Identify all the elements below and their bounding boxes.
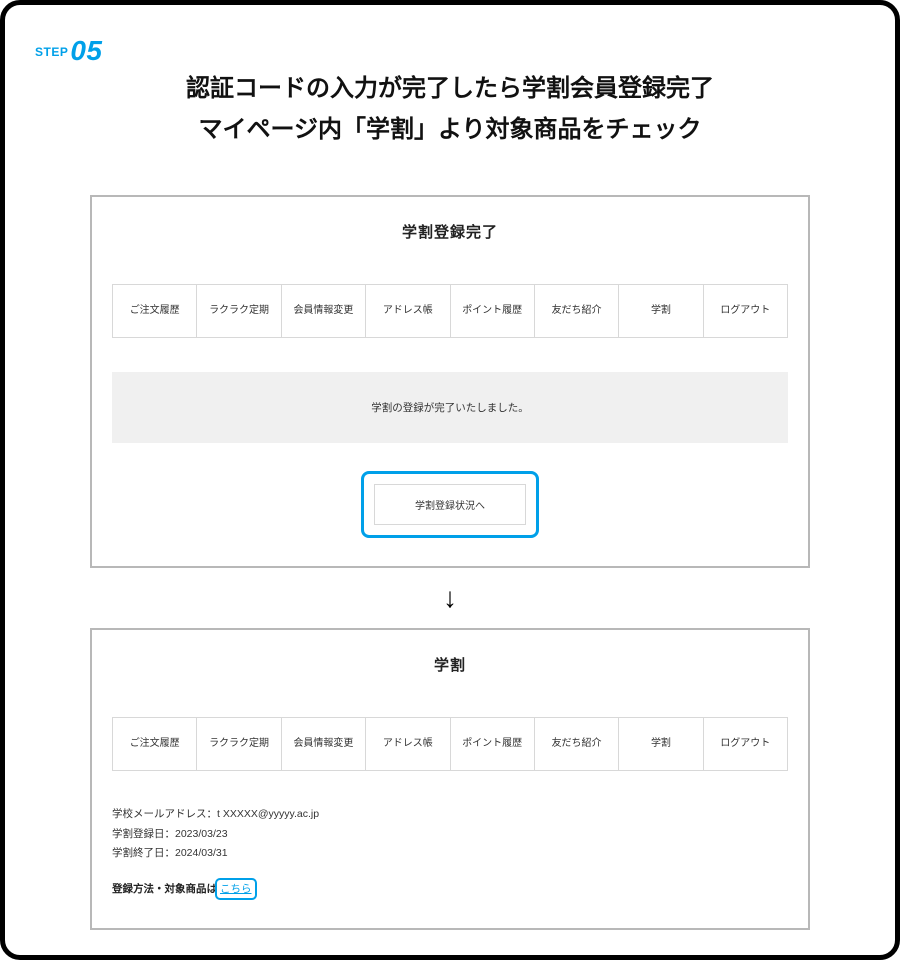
panel1-title: 学割登録完了 bbox=[112, 221, 788, 242]
tab-order-history[interactable]: ご注文履歴 bbox=[113, 718, 197, 770]
tab-referral[interactable]: 友だち紹介 bbox=[535, 718, 619, 770]
panel2-title: 学割 bbox=[112, 654, 788, 675]
tab-address-book[interactable]: アドレス帳 bbox=[366, 285, 450, 337]
kochira-link[interactable]: こちら bbox=[220, 883, 252, 895]
mypage-tabbar-1: ご注文履歴 ラクラク定期 会員情報変更 アドレス帳 ポイント履歴 友だち紹介 学… bbox=[112, 284, 788, 338]
step-card: STEP05 認証コードの入力が完了したら学割会員登録完了 マイページ内「学割」… bbox=[0, 0, 900, 960]
tab-student-discount[interactable]: 学割 bbox=[619, 718, 703, 770]
discount-details: 学校メールアドレス：t XXXXX@yyyyy.ac.jp 学割登録日：2023… bbox=[112, 805, 788, 865]
panel-student-discount: 学割 ご注文履歴 ラクラク定期 会員情報変更 アドレス帳 ポイント履歴 友だち紹… bbox=[90, 628, 810, 931]
tab-referral[interactable]: 友だち紹介 bbox=[535, 285, 619, 337]
tab-logout[interactable]: ログアウト bbox=[704, 285, 787, 337]
tab-point-history[interactable]: ポイント履歴 bbox=[451, 285, 535, 337]
tab-student-discount[interactable]: 学割 bbox=[619, 285, 703, 337]
to-registration-status-button[interactable]: 学割登録状況へ bbox=[374, 484, 526, 525]
school-email-row: 学校メールアドレス：t XXXXX@yyyyy.ac.jp bbox=[112, 805, 788, 825]
tab-point-history[interactable]: ポイント履歴 bbox=[451, 718, 535, 770]
step-number: 05 bbox=[70, 35, 102, 66]
tab-subscription[interactable]: ラクラク定期 bbox=[197, 285, 281, 337]
tab-order-history[interactable]: ご注文履歴 bbox=[113, 285, 197, 337]
heading-line-2: マイページ内「学割」より対象商品をチェック bbox=[198, 116, 701, 143]
step-heading: 認証コードの入力が完了したら学割会員登録完了 マイページ内「学割」より対象商品を… bbox=[29, 69, 871, 151]
footnote: 登録方法・対象商品はこちら bbox=[112, 878, 788, 900]
down-arrow-icon: ↓ bbox=[29, 582, 871, 614]
tab-subscription[interactable]: ラクラク定期 bbox=[197, 718, 281, 770]
tab-logout[interactable]: ログアウト bbox=[704, 718, 787, 770]
heading-line-1: 認証コードの入力が完了したら学割会員登録完了 bbox=[186, 75, 714, 102]
tab-member-info[interactable]: 会員情報変更 bbox=[282, 718, 366, 770]
tab-member-info[interactable]: 会員情報変更 bbox=[282, 285, 366, 337]
step-prefix: STEP bbox=[35, 45, 68, 59]
tab-address-book[interactable]: アドレス帳 bbox=[366, 718, 450, 770]
end-date-row: 学割終了日：2024/03/31 bbox=[112, 844, 788, 864]
kochira-highlight: こちら bbox=[215, 878, 257, 900]
panel-registration-complete: 学割登録完了 ご注文履歴 ラクラク定期 会員情報変更 アドレス帳 ポイント履歴 … bbox=[90, 195, 810, 568]
registration-complete-notice: 学割の登録が完了いたしました。 bbox=[112, 372, 788, 443]
footnote-prefix: 登録方法・対象商品は bbox=[112, 883, 217, 895]
highlight-box: 学割登録状況へ bbox=[361, 471, 539, 538]
step-label: STEP05 bbox=[35, 35, 103, 67]
mypage-tabbar-2: ご注文履歴 ラクラク定期 会員情報変更 アドレス帳 ポイント履歴 友だち紹介 学… bbox=[112, 717, 788, 771]
registration-date-row: 学割登録日：2023/03/23 bbox=[112, 825, 788, 845]
